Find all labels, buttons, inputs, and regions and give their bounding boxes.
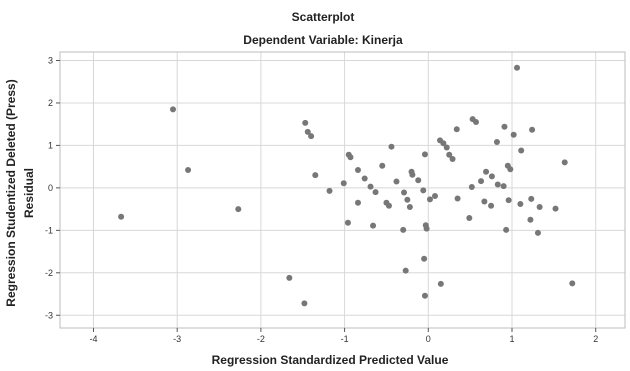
scatter-point [443, 144, 450, 151]
scatter-point [235, 206, 242, 213]
scatter-point [370, 222, 377, 229]
scatter-point [431, 192, 438, 199]
scatter-point [404, 196, 411, 203]
x-tick-label: 1 [509, 334, 514, 344]
x-tick-label: 2 [593, 334, 598, 344]
scatter-point [493, 139, 500, 146]
scatter-point [517, 201, 524, 208]
scatter-point [312, 172, 319, 179]
scatter-point [505, 197, 512, 204]
y-tick-label: -3 [45, 310, 53, 320]
scatter-point [488, 173, 495, 180]
scatter-point [481, 198, 488, 205]
y-tick-label: 2 [48, 98, 53, 108]
scatter-point [185, 167, 192, 174]
scatter-point [400, 226, 407, 233]
scatter-point [527, 216, 534, 223]
scatter-point [421, 292, 428, 299]
scatter-point [420, 187, 427, 194]
scatter-point [449, 156, 456, 163]
scatter-point [402, 267, 409, 274]
grid-layer [60, 52, 625, 328]
scatter-point [488, 202, 495, 209]
scatter-point [170, 106, 176, 113]
scatter-point [454, 195, 461, 202]
x-tick-label: -4 [89, 334, 97, 344]
chart-subtitle: Dependent Variable: Kinerja [243, 33, 403, 47]
scatter-point [367, 183, 374, 190]
scatter-point [514, 64, 521, 71]
scatter-point [347, 154, 354, 161]
scatter-point [503, 226, 510, 233]
y-tick-label: -1 [45, 225, 53, 235]
scatter-point [393, 178, 400, 185]
x-tick-label: 0 [426, 334, 431, 344]
scatter-point [388, 143, 395, 150]
scatter-point [406, 203, 413, 210]
scatter-point [409, 171, 416, 178]
scatter-point [536, 203, 543, 210]
scatter-point [437, 280, 444, 287]
scatter-point [302, 119, 309, 126]
scatter-point [500, 183, 507, 190]
scatter-point [286, 274, 293, 281]
point-layer [118, 64, 576, 307]
scatter-point [440, 140, 447, 147]
scatter-point [501, 123, 508, 130]
scatter-point [421, 255, 428, 262]
y-tick-label: 3 [48, 55, 53, 65]
x-axis-label: Regression Standardized Predicted Value [212, 353, 449, 367]
scatter-point [494, 181, 501, 188]
scatter-point [529, 126, 536, 133]
scatter-point [354, 199, 361, 206]
plot-frame [59, 51, 626, 329]
scatter-point [534, 229, 541, 236]
scatter-point [308, 133, 315, 140]
scatter-point [478, 178, 485, 185]
x-tick-label: -1 [341, 334, 349, 344]
tick-layer: -4 -3 -2 -1 0 1 2 3 2 1 0 -1 -2 -3 [45, 55, 598, 344]
chart-title: Scatterplot [292, 10, 355, 24]
scatter-point [423, 225, 430, 232]
y-tick-label: 0 [48, 183, 53, 193]
y-tick-label: -2 [45, 268, 53, 278]
scatter-point [301, 300, 308, 307]
scatter-point [483, 168, 490, 175]
scatter-point [507, 166, 514, 173]
scatter-point [415, 177, 422, 184]
scatter-point [372, 189, 379, 196]
scatter-point [510, 131, 517, 138]
scatter-point [468, 184, 475, 191]
x-tick-label: -3 [173, 334, 181, 344]
scatter-point [118, 213, 125, 220]
scatter-point [473, 119, 480, 126]
scatter-point [361, 175, 368, 182]
scatter-point [304, 128, 311, 135]
scatter-point [426, 196, 433, 203]
scatter-point [344, 219, 351, 226]
scatter-point [340, 180, 347, 187]
scatter-point [379, 162, 386, 169]
y-axis-label-line-2: Residual [22, 168, 36, 218]
x-tick-label: -2 [257, 334, 265, 344]
scatter-point [354, 167, 361, 174]
scatter-point [466, 215, 473, 222]
scatter-point [385, 202, 392, 209]
scatter-point [518, 147, 525, 154]
y-axis-label-line-1: Regression Studentized Deleted (Press) [4, 79, 18, 306]
scatter-point [401, 189, 408, 196]
scatter-point [569, 280, 576, 287]
scatter-point [528, 195, 535, 202]
scatter-point [561, 159, 568, 166]
scatter-point [453, 126, 460, 133]
y-tick-label: 1 [48, 140, 53, 150]
scatter-point [326, 187, 333, 194]
scatter-point [552, 205, 559, 212]
scatter-point [446, 151, 453, 158]
scatter-point [421, 151, 428, 158]
